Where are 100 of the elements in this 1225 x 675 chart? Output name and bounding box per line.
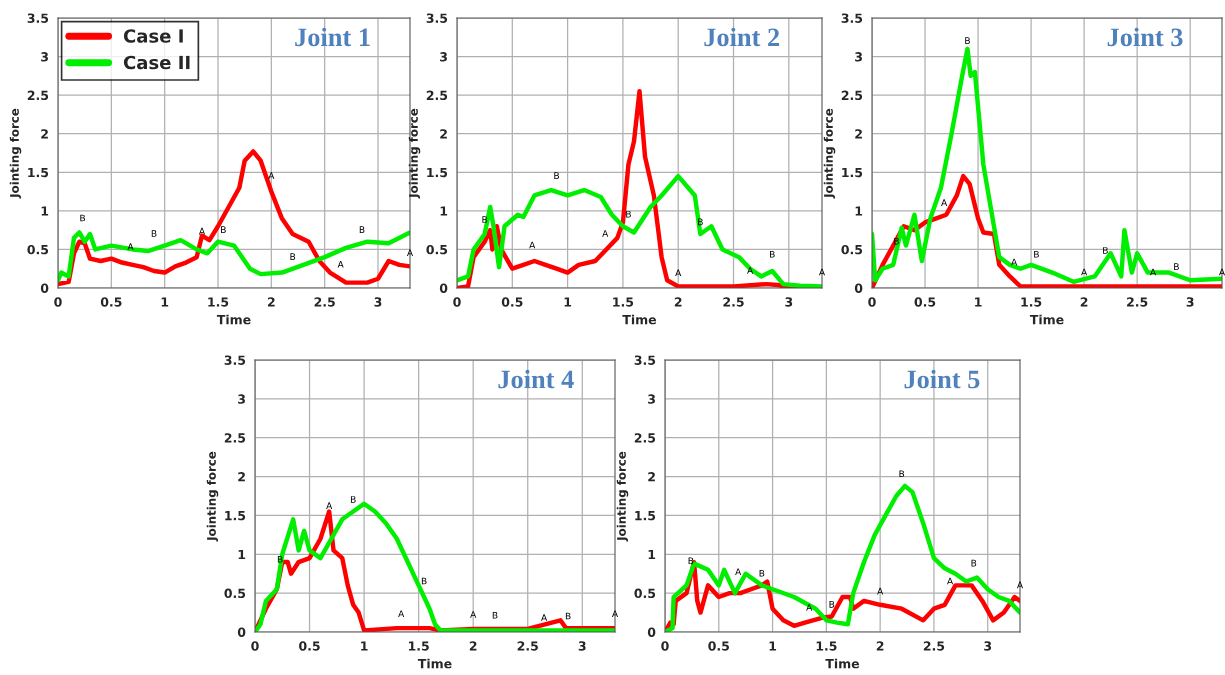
x-tick-label: 2.5 (314, 297, 335, 307)
x-tick-label: 0.5 (501, 297, 523, 307)
annotation: B (829, 601, 835, 608)
y-tick-label: 1.5 (225, 511, 246, 521)
y-tick-label: 1.5 (842, 167, 863, 178)
annotation: A (877, 587, 884, 595)
chart-title: Joint 4 (498, 369, 574, 389)
x-tick-label: 2 (267, 297, 275, 307)
x-tick-label: 2 (469, 641, 477, 651)
x-tick-label: 2 (1080, 297, 1088, 307)
y-tick-label: 1 (41, 206, 49, 216)
annotation: B (1034, 251, 1039, 258)
annotation: A (406, 249, 414, 257)
x-tick-label: 0 (251, 641, 259, 651)
annotation: B (770, 251, 775, 258)
x-axis-title: Time (825, 658, 860, 669)
y-tick-label: 1 (238, 549, 246, 560)
chart-title: Joint 5 (904, 369, 980, 389)
annotation: A (398, 610, 405, 617)
x-axis-title: Time (622, 314, 657, 325)
annotation: B (1103, 247, 1108, 254)
y-tick-label: 0 (237, 627, 246, 637)
y-tick-label: 0.5 (634, 588, 656, 599)
annotation: A (268, 172, 275, 179)
y-tick-label: 0 (40, 283, 49, 293)
annotation: A (941, 199, 948, 206)
y-axis-title: Jointing force (9, 108, 22, 199)
x-axis-title: Time (417, 658, 452, 669)
x-tick-label: 2 (674, 297, 682, 307)
x-tick-label: 2.5 (723, 297, 744, 307)
annotation: A (1150, 268, 1157, 276)
x-tick-label: 3 (1186, 297, 1194, 307)
y-tick-label: 2 (648, 472, 655, 482)
x-tick-label: 3 (578, 641, 586, 651)
x-tick-label: 1.5 (208, 297, 229, 307)
y-tick-label: 2.5 (634, 433, 656, 443)
x-tick-label: 0.5 (299, 641, 320, 651)
x-tick-label: 0.5 (708, 641, 729, 651)
y-tick-label: 2 (238, 472, 245, 482)
annotation: A (1016, 581, 1024, 589)
x-tick-label: 0.5 (914, 297, 936, 307)
y-tick-label: 0 (854, 283, 863, 293)
x-tick-label: 1 (975, 297, 982, 307)
legend-label: Case I (123, 29, 183, 43)
annotation: A (529, 241, 536, 249)
y-tick-label: 3 (648, 394, 655, 404)
annotation: B (565, 612, 571, 620)
y-tick-label: 3 (855, 52, 862, 62)
annotation: A (1011, 258, 1018, 266)
chart-title: Joint 2 (704, 27, 780, 47)
y-tick-label: 3.5 (27, 13, 49, 23)
annotation: A (470, 611, 477, 618)
annotation: A (735, 568, 742, 575)
y-tick-label: 2.5 (224, 433, 246, 443)
annotation: B (350, 496, 356, 503)
y-tick-label: 3.5 (841, 13, 863, 23)
y-tick-label: 1 (648, 549, 656, 560)
x-tick-label: 2 (876, 641, 884, 651)
annotation: B (626, 210, 631, 218)
annotation: B (277, 555, 283, 563)
y-tick-label: 0 (439, 283, 448, 293)
annotation: B (759, 569, 765, 577)
x-tick-label: 2.5 (517, 641, 538, 651)
y-axis-title: Jointing force (206, 451, 219, 542)
legend-label: Case II (123, 55, 190, 70)
annotation: B (221, 226, 226, 233)
annotation: B (554, 172, 559, 179)
chart-title: Joint 1 (295, 27, 370, 47)
annotation: A (337, 261, 344, 268)
annotation: B (482, 216, 488, 223)
annotation: A (1081, 268, 1088, 276)
x-tick-label: 1 (769, 641, 777, 651)
y-tick-label: 0.5 (27, 244, 49, 255)
x-tick-label: 1 (564, 297, 572, 307)
annotation: B (965, 37, 970, 44)
x-tick-label: 1 (361, 641, 368, 651)
y-tick-label: 3.5 (634, 355, 656, 365)
annotation: A (602, 230, 609, 237)
x-tick-label: 1 (161, 297, 169, 307)
y-tick-label: 1.5 (28, 167, 49, 178)
y-tick-label: 3 (238, 394, 245, 404)
x-tick-label: 0 (868, 297, 876, 307)
x-tick-label: 0 (661, 641, 669, 651)
y-axis-title: Jointing force (823, 108, 836, 199)
y-tick-label: 1.5 (635, 511, 656, 521)
annotation: B (151, 230, 157, 237)
annotation: B (290, 253, 296, 260)
y-tick-label: 2.5 (426, 90, 448, 101)
x-tick-label: 2.5 (1127, 297, 1148, 307)
x-tick-label: 0 (453, 297, 461, 307)
y-tick-label: 0 (647, 627, 656, 637)
y-tick-label: 0.5 (841, 244, 863, 255)
y-tick-label: 0.5 (224, 588, 246, 599)
y-tick-label: 3 (41, 52, 48, 62)
x-tick-label: 1.5 (816, 641, 837, 651)
annotation: B (1174, 263, 1179, 270)
x-tick-label: 1.5 (613, 297, 634, 307)
y-tick-label: 1 (440, 206, 448, 216)
y-tick-label: 3 (440, 52, 447, 62)
x-tick-label: 3 (785, 297, 793, 307)
